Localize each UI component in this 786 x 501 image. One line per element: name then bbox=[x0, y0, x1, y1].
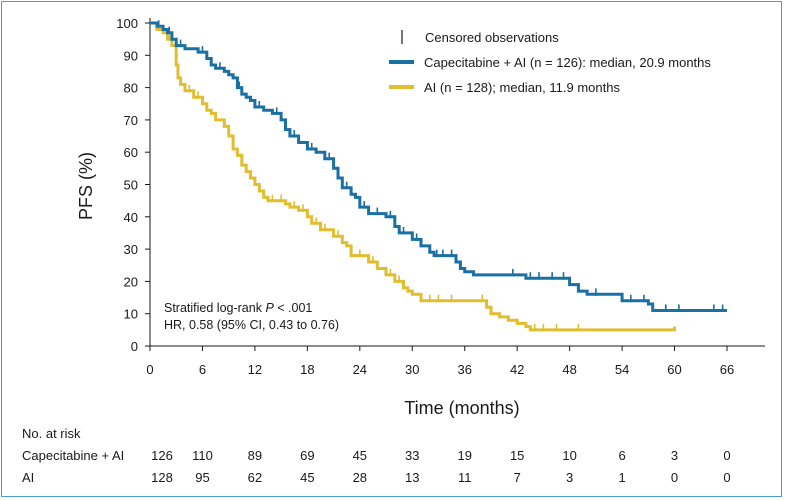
risk-value: 13 bbox=[405, 470, 419, 485]
risk-value: 3 bbox=[671, 448, 678, 463]
risk-value: 95 bbox=[195, 470, 209, 485]
risk-value: 6 bbox=[618, 448, 625, 463]
x-tick-label: 60 bbox=[667, 362, 681, 377]
y-tick-label: 70 bbox=[124, 113, 138, 128]
legend-label-capecitabine: Capecitabine + AI (n = 126): median, 20.… bbox=[424, 55, 711, 70]
censor-marks bbox=[157, 20, 724, 332]
risk-value: 45 bbox=[300, 470, 314, 485]
series-lines bbox=[150, 21, 727, 332]
y-tick-label: 20 bbox=[124, 274, 138, 289]
y-tick-label: 90 bbox=[124, 48, 138, 63]
risk-value: 33 bbox=[405, 448, 419, 463]
x-tick-label: 54 bbox=[615, 362, 629, 377]
y-tick-label: 60 bbox=[124, 145, 138, 160]
risk-row-label-ai: AI bbox=[22, 470, 34, 485]
risk-value: 89 bbox=[248, 448, 262, 463]
legend-label-ai: AI (n = 128); median, 11.9 months bbox=[424, 80, 620, 95]
y-tick-label: 0 bbox=[131, 339, 138, 354]
x-tick-label: 48 bbox=[562, 362, 576, 377]
x-ticks: 0 6 12 18 24 30 36 42 48 54 60 66 bbox=[146, 346, 734, 377]
x-tick-label: 42 bbox=[510, 362, 524, 377]
axes bbox=[149, 18, 765, 347]
risk-value: 10 bbox=[562, 448, 576, 463]
y-tick-label: 80 bbox=[124, 81, 138, 96]
risk-value: 0 bbox=[723, 470, 730, 485]
x-tick-label: 66 bbox=[720, 362, 734, 377]
y-tick-label: 100 bbox=[116, 16, 138, 31]
risk-value: 28 bbox=[353, 470, 367, 485]
risk-value: 126 bbox=[151, 448, 173, 463]
x-tick-label: 18 bbox=[300, 362, 314, 377]
stat-annotation: Stratified log-rank P < .001 HR, 0.58 (9… bbox=[164, 301, 339, 332]
risk-value: 15 bbox=[510, 448, 524, 463]
x-axis-title: Time (months) bbox=[404, 398, 519, 418]
y-tick-label: 10 bbox=[124, 307, 138, 322]
risk-value: 7 bbox=[514, 470, 521, 485]
risk-table-title: No. at risk bbox=[22, 426, 81, 441]
y-tick-label: 50 bbox=[124, 178, 138, 193]
y-axis-title: PFS (%) bbox=[76, 152, 96, 220]
risk-value: 0 bbox=[671, 470, 678, 485]
series-line-capecitabine bbox=[150, 21, 727, 312]
legend-censored-label: Censored observations bbox=[425, 30, 559, 45]
logrank-text: Stratified log-rank P < .001 bbox=[164, 301, 312, 315]
x-tick-label: 36 bbox=[457, 362, 471, 377]
legend: Censored observations Capecitabine + AI … bbox=[389, 30, 711, 95]
risk-table: No. at risk Capecitabine + AI AI 126 110 8… bbox=[22, 426, 731, 485]
risk-value: 11 bbox=[458, 470, 472, 485]
risk-value: 128 bbox=[151, 470, 173, 485]
x-tick-label: 12 bbox=[248, 362, 262, 377]
risk-value: 1 bbox=[618, 470, 625, 485]
risk-value: 110 bbox=[192, 448, 213, 463]
x-tick-label: 24 bbox=[353, 362, 367, 377]
y-tick-label: 40 bbox=[124, 210, 138, 225]
risk-value: 3 bbox=[566, 470, 573, 485]
risk-value: 0 bbox=[723, 448, 730, 463]
y-tick-label: 30 bbox=[124, 242, 138, 257]
risk-value: 69 bbox=[300, 448, 314, 463]
risk-value: 45 bbox=[353, 448, 367, 463]
hr-text: HR, 0.58 (95% CI, 0.43 to 0.76) bbox=[164, 318, 339, 332]
series-line-ai bbox=[150, 21, 676, 332]
x-tick-label: 0 bbox=[146, 362, 153, 377]
risk-value: 62 bbox=[248, 470, 262, 485]
x-tick-label: 30 bbox=[405, 362, 419, 377]
y-ticks: 0 10 20 30 40 50 60 70 80 90 100 bbox=[116, 16, 150, 354]
risk-value: 19 bbox=[457, 448, 471, 463]
x-tick-label: 6 bbox=[199, 362, 206, 377]
risk-row-label-capecitabine: Capecitabine + AI bbox=[22, 448, 124, 463]
